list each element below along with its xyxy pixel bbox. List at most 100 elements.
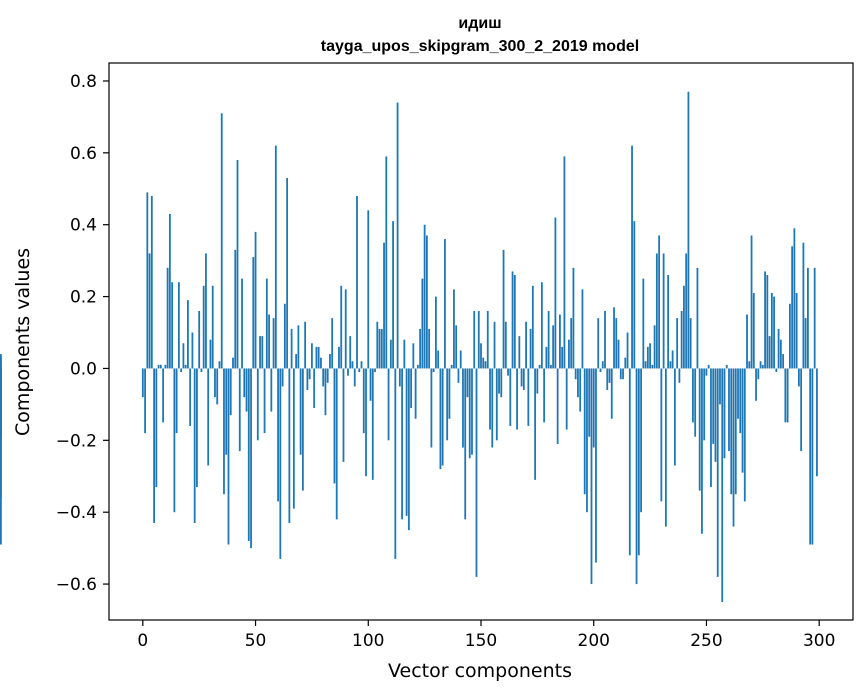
bar [225,368,228,455]
bar [317,346,320,369]
bar [696,267,699,369]
bar [365,368,367,477]
bar [707,364,710,369]
bar [746,314,748,369]
bar [369,368,372,401]
bar [175,368,178,434]
bar [788,303,791,369]
bar [198,310,201,369]
bar [313,368,316,408]
bar [804,318,807,369]
bar [329,354,331,369]
bar [349,336,352,369]
bars-group [0,91,818,603]
bar [802,242,805,369]
bar [536,368,539,394]
bar [626,332,629,369]
bar [504,321,507,369]
bar [358,368,361,373]
chart-title: идиш [458,15,501,32]
y-tick-label: −0.4 [56,503,97,523]
bar [265,278,268,369]
bar [549,364,552,369]
bar [491,368,494,448]
bar [164,364,167,369]
bar [518,336,521,369]
bar [604,310,606,369]
bar [698,368,701,491]
bar [775,368,778,373]
bar [667,275,670,369]
bar [378,328,381,369]
bar [256,368,259,441]
bar [669,361,672,369]
bar [166,267,169,369]
bar [428,328,431,369]
bar [338,346,340,369]
bar [692,368,694,423]
x-tick-label: 0 [137,631,148,651]
bar [448,368,451,419]
bar [281,368,284,387]
bar [734,368,737,495]
bar [223,368,225,495]
bar [150,195,153,369]
bar [534,368,537,480]
bar [547,310,550,369]
bar [457,368,460,383]
bar [646,346,649,369]
x-tick-label: 250 [690,631,722,651]
bar [216,368,219,405]
bar [633,221,636,369]
bar [430,368,433,448]
bar [283,303,286,369]
bar [274,145,277,369]
bar [466,368,469,398]
bar [387,368,390,441]
bar [770,292,773,369]
bar [777,328,780,369]
bar [673,368,676,466]
bar [252,257,255,369]
bar [268,314,270,369]
bar [581,289,584,369]
bar [401,368,403,520]
bar [773,296,775,369]
bar [299,368,302,455]
bar [671,350,674,369]
bar [574,368,577,380]
bar [144,368,146,434]
bar [403,339,406,369]
bar [207,368,210,466]
bar [446,368,449,441]
x-tick-label: 150 [465,631,497,651]
bar [586,368,588,513]
bar [308,368,311,380]
bar [495,368,498,441]
bar [509,368,512,426]
bar [342,368,345,462]
bar [683,285,685,369]
bar [453,289,455,369]
bar [333,368,336,484]
bar [640,368,642,513]
bar [331,318,334,369]
bar [353,368,356,387]
bar [398,368,401,387]
bar [791,246,794,369]
bar [701,368,703,534]
bar [238,368,241,452]
bar [498,368,500,394]
bar [797,368,800,387]
bar [473,310,476,369]
bar [297,325,300,369]
bar [572,267,575,369]
bar [705,368,708,376]
bar [389,339,392,369]
bar [658,235,661,369]
bar [218,361,221,369]
bar [444,239,446,369]
bar [315,346,318,369]
bar [419,328,422,369]
